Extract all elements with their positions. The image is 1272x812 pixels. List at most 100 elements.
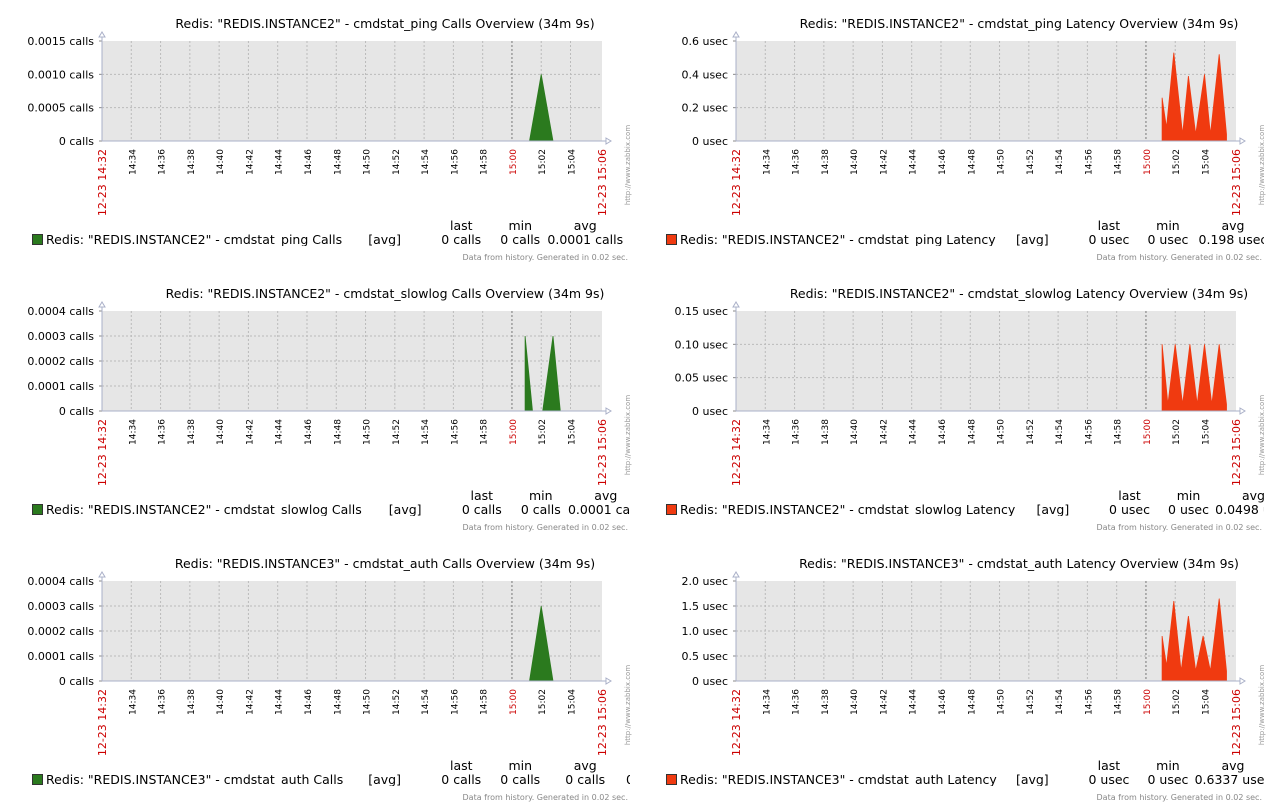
x-tick-label: 12-23 14:32 <box>96 149 109 216</box>
x-axis-arrow <box>1239 677 1246 685</box>
y-tick-label: 0.2 usec <box>681 102 728 115</box>
y-tick-label: 0 calls <box>59 405 94 418</box>
x-tick-label: 14:52 <box>1026 689 1036 715</box>
legend-function: [avg] <box>368 232 401 246</box>
x-axis-arrow <box>605 677 612 685</box>
y-tick-label: 0.0001 calls <box>27 650 94 663</box>
x-tick-label: 14:46 <box>304 689 314 715</box>
x-tick-label: 14:34 <box>128 419 138 445</box>
plot-area <box>102 41 602 141</box>
y-tick-label: 0.0004 calls <box>27 305 94 318</box>
y-tick-label: 0.5 usec <box>681 650 728 663</box>
legend-value-avg: 0.0001 calls <box>547 232 624 246</box>
legend-value-last: 0 usec <box>1088 772 1130 786</box>
x-tick-label: 14:34 <box>128 149 138 175</box>
x-tick-label: 15:02 <box>538 419 548 445</box>
chart-svg: Redis: "REDIS.INSTANCE2" - cmdstat_ping … <box>681 16 1266 216</box>
legend-value-last: 0 calls <box>461 502 502 516</box>
x-tick-label: 15:00 <box>1143 419 1153 445</box>
watermark: http://www.zabbix.com <box>1258 665 1266 745</box>
y-tick-label: 0 calls <box>59 135 94 148</box>
generated-footer: Data from history. Generated in 0.02 sec… <box>462 793 628 802</box>
legend-value-avg: 0.6337 usec <box>1194 772 1264 786</box>
x-tick-label: 14:46 <box>304 149 314 175</box>
x-tick-label: 14:52 <box>1026 149 1036 175</box>
chart-title: Redis: "REDIS.INSTANCE3" - cmdstat_auth … <box>175 556 595 571</box>
x-tick-label: 14:56 <box>1084 149 1094 175</box>
legend-header-min: min <box>529 488 553 503</box>
x-tick-label: 14:38 <box>821 689 831 715</box>
chart-legend: Redis: "REDIS.INSTANCE2" - cmdstat_slowl… <box>30 486 630 516</box>
x-tick-label: 15:02 <box>1172 419 1182 445</box>
x-tick-label: 14:56 <box>450 689 460 715</box>
chart-panel: Redis: "REDIS.INSTANCE3" - cmdstat_auth … <box>634 540 1270 810</box>
legend-header-last: last <box>449 218 473 233</box>
x-tick-label: 14:38 <box>821 419 831 445</box>
x-tick-label: 14:40 <box>216 419 226 445</box>
y-axis-arrow <box>98 301 106 308</box>
y-tick-label: 0.10 usec <box>674 338 728 351</box>
x-tick-label: 12-23 14:32 <box>730 419 743 486</box>
y-axis-arrow <box>98 31 106 38</box>
chart-svg: Redis: "REDIS.INSTANCE3" - cmdstat_auth … <box>27 556 632 756</box>
x-tick-label: 15:02 <box>538 149 548 175</box>
generated-footer: Data from history. Generated in 0.02 sec… <box>1096 523 1262 532</box>
watermark: http://www.zabbix.com <box>1258 125 1266 205</box>
x-tick-label: 12-23 15:06 <box>596 149 609 216</box>
legend-header-last: last <box>1118 488 1141 503</box>
x-tick-label: 14:44 <box>909 689 919 715</box>
x-tick-label: 14:34 <box>762 689 772 715</box>
x-tick-label: 14:48 <box>967 149 977 175</box>
x-tick-label: 14:54 <box>421 419 431 445</box>
chart-legend: Redis: "REDIS.INSTANCE3" - cmdstat_auth … <box>30 756 630 786</box>
x-tick-label: 14:38 <box>187 419 197 445</box>
x-tick-label: 12-23 15:06 <box>596 419 609 486</box>
legend-header-max: max <box>618 758 630 773</box>
x-tick-label: 15:00 <box>509 689 519 715</box>
x-tick-label: 14:58 <box>480 689 490 715</box>
x-tick-label: 14:58 <box>1114 149 1124 175</box>
x-tick-label: 14:36 <box>792 419 802 445</box>
x-tick-label: 14:58 <box>1114 419 1124 445</box>
chart-title: Redis: "REDIS.INSTANCE2" - cmdstat_ping … <box>175 16 594 31</box>
legend-function: [avg] <box>1036 502 1070 516</box>
y-axis-arrow <box>732 301 740 308</box>
legend-swatch <box>32 504 43 515</box>
y-axis-arrow <box>732 571 740 578</box>
y-tick-label: 0.4 usec <box>681 68 728 81</box>
legend-swatch <box>666 504 677 515</box>
x-axis-arrow <box>1239 137 1246 145</box>
x-tick-label: 12-23 15:06 <box>1230 149 1243 216</box>
x-tick-label: 14:42 <box>245 419 255 445</box>
chart-svg: Redis: "REDIS.INSTANCE2" - cmdstat_slowl… <box>27 286 632 486</box>
legend-value-last: 0 calls <box>441 232 482 246</box>
x-tick-label: 14:40 <box>850 149 860 175</box>
x-tick-label: 14:42 <box>245 689 255 715</box>
generated-footer: Data from history. Generated in 0.02 sec… <box>462 523 628 532</box>
watermark: http://www.zabbix.com <box>624 125 632 205</box>
x-tick-label: 14:44 <box>275 149 285 175</box>
chart-svg: Redis: "REDIS.INSTANCE2" - cmdstat_slowl… <box>674 286 1266 486</box>
legend-swatch <box>666 774 677 785</box>
legend-function: [avg] <box>1015 232 1049 246</box>
x-tick-label: 14:54 <box>1055 419 1065 445</box>
chart-legend: Redis: "REDIS.INSTANCE2" - cmdstat_ping … <box>30 216 630 246</box>
legend-header-avg: avg <box>1221 218 1245 233</box>
y-tick-label: 0.0002 calls <box>27 625 94 638</box>
plot-area <box>736 311 1236 411</box>
chart-title: Redis: "REDIS.INSTANCE2" - cmdstat_slowl… <box>166 286 605 301</box>
x-tick-label: 14:50 <box>363 149 373 175</box>
generated-footer: Data from history. Generated in 0.02 sec… <box>1096 253 1262 262</box>
legend-value-last: 0 calls <box>441 772 482 786</box>
x-tick-label: 14:34 <box>762 149 772 175</box>
x-tick-label: 14:46 <box>304 419 314 445</box>
x-tick-label: 14:44 <box>909 419 919 445</box>
x-tick-label: 14:58 <box>480 419 490 445</box>
legend-series-name: Redis: "REDIS.INSTANCE2" - cmdstat_ping … <box>46 232 343 246</box>
x-tick-label: 14:58 <box>1114 689 1124 715</box>
legend-series-name: Redis: "REDIS.INSTANCE2" - cmdstat_slowl… <box>680 502 1016 516</box>
chart-panel: Redis: "REDIS.INSTANCE2" - cmdstat_ping … <box>0 0 636 270</box>
x-tick-label: 14:56 <box>1084 689 1094 715</box>
chart-legend: Redis: "REDIS.INSTANCE2" - cmdstat_ping … <box>664 216 1264 246</box>
legend-value-avg: 0 calls <box>565 772 606 786</box>
